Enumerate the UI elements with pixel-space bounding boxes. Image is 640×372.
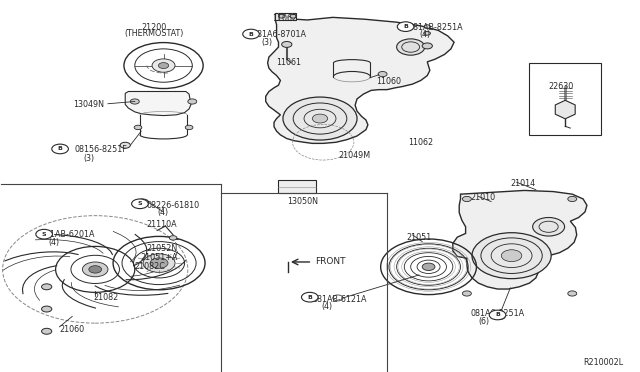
Polygon shape (125, 92, 191, 116)
Circle shape (568, 196, 577, 202)
Circle shape (278, 15, 285, 18)
Circle shape (42, 328, 52, 334)
Text: 08156-8251F: 08156-8251F (74, 145, 127, 154)
Text: 081A6-8251A: 081A6-8251A (470, 310, 524, 318)
Text: 11062: 11062 (272, 14, 298, 23)
Circle shape (159, 62, 169, 68)
Text: 081AB-8251A: 081AB-8251A (408, 23, 463, 32)
Circle shape (472, 233, 551, 279)
Circle shape (140, 201, 146, 205)
Circle shape (501, 250, 522, 262)
Circle shape (120, 142, 131, 148)
Circle shape (52, 144, 68, 154)
Text: 21014: 21014 (511, 179, 536, 187)
Circle shape (152, 59, 175, 72)
Text: FRONT: FRONT (315, 257, 346, 266)
Text: 21010: 21010 (470, 193, 495, 202)
Text: 21052N: 21052N (147, 244, 177, 253)
Circle shape (463, 196, 471, 202)
Circle shape (243, 29, 259, 39)
Text: (4): (4) (419, 30, 430, 39)
Circle shape (532, 218, 564, 236)
Polygon shape (266, 14, 454, 143)
Circle shape (568, 291, 577, 296)
Circle shape (312, 114, 328, 123)
Circle shape (378, 71, 387, 77)
Text: 081AB-6121A: 081AB-6121A (312, 295, 367, 304)
Text: 081A6-8701A: 081A6-8701A (253, 30, 307, 39)
Circle shape (131, 99, 140, 104)
Text: 11062: 11062 (408, 138, 433, 147)
Circle shape (301, 292, 318, 302)
Circle shape (83, 262, 108, 277)
Text: 13050N: 13050N (287, 197, 318, 206)
Polygon shape (556, 100, 575, 119)
Text: (3): (3) (84, 154, 95, 163)
Text: 08226-61810: 08226-61810 (147, 201, 200, 210)
Text: S: S (42, 232, 47, 237)
Text: (3): (3) (261, 38, 273, 47)
Text: (4): (4) (321, 302, 332, 311)
Text: R210002L: R210002L (583, 357, 623, 366)
Circle shape (422, 43, 433, 49)
Circle shape (424, 32, 431, 35)
Text: B: B (58, 147, 63, 151)
Circle shape (132, 199, 148, 209)
Text: 11061: 11061 (276, 58, 301, 67)
Text: (6): (6) (478, 317, 490, 326)
Text: (4): (4) (157, 208, 168, 217)
Circle shape (282, 41, 292, 47)
Circle shape (170, 235, 177, 240)
Circle shape (143, 254, 175, 272)
Text: (4): (4) (49, 238, 60, 247)
Text: 13049N: 13049N (73, 100, 104, 109)
Circle shape (89, 266, 102, 273)
Text: B: B (403, 24, 408, 29)
Text: 21200: 21200 (141, 23, 166, 32)
Text: B: B (307, 295, 312, 300)
Circle shape (397, 22, 414, 32)
Text: 21051+A: 21051+A (140, 253, 177, 262)
Text: 21110A: 21110A (147, 221, 177, 230)
Circle shape (36, 230, 52, 239)
Circle shape (290, 15, 296, 18)
Circle shape (185, 125, 193, 130)
Text: 11060: 11060 (376, 77, 401, 86)
Circle shape (489, 310, 506, 320)
Circle shape (42, 284, 52, 290)
Text: (THERMOSTAT): (THERMOSTAT) (124, 29, 184, 38)
Circle shape (283, 97, 357, 140)
Circle shape (150, 258, 168, 268)
Text: 22630: 22630 (548, 82, 574, 91)
Text: 21082: 21082 (93, 294, 118, 302)
Bar (275, 13, 296, 20)
Text: B: B (248, 32, 253, 36)
Bar (529, 62, 601, 135)
Circle shape (397, 39, 425, 55)
Text: 081AB-6201A: 081AB-6201A (40, 230, 95, 240)
Bar (278, 180, 316, 193)
Text: 21049M: 21049M (338, 151, 370, 160)
Circle shape (422, 263, 435, 270)
Circle shape (188, 99, 196, 104)
Text: 21082C: 21082C (135, 262, 166, 271)
Circle shape (424, 25, 431, 29)
Circle shape (134, 125, 142, 130)
Text: 21060: 21060 (60, 325, 84, 334)
Polygon shape (453, 190, 587, 289)
Text: 21051: 21051 (406, 232, 431, 242)
Text: B: B (495, 312, 500, 317)
Text: S: S (138, 201, 142, 206)
Circle shape (463, 291, 471, 296)
Circle shape (42, 306, 52, 312)
